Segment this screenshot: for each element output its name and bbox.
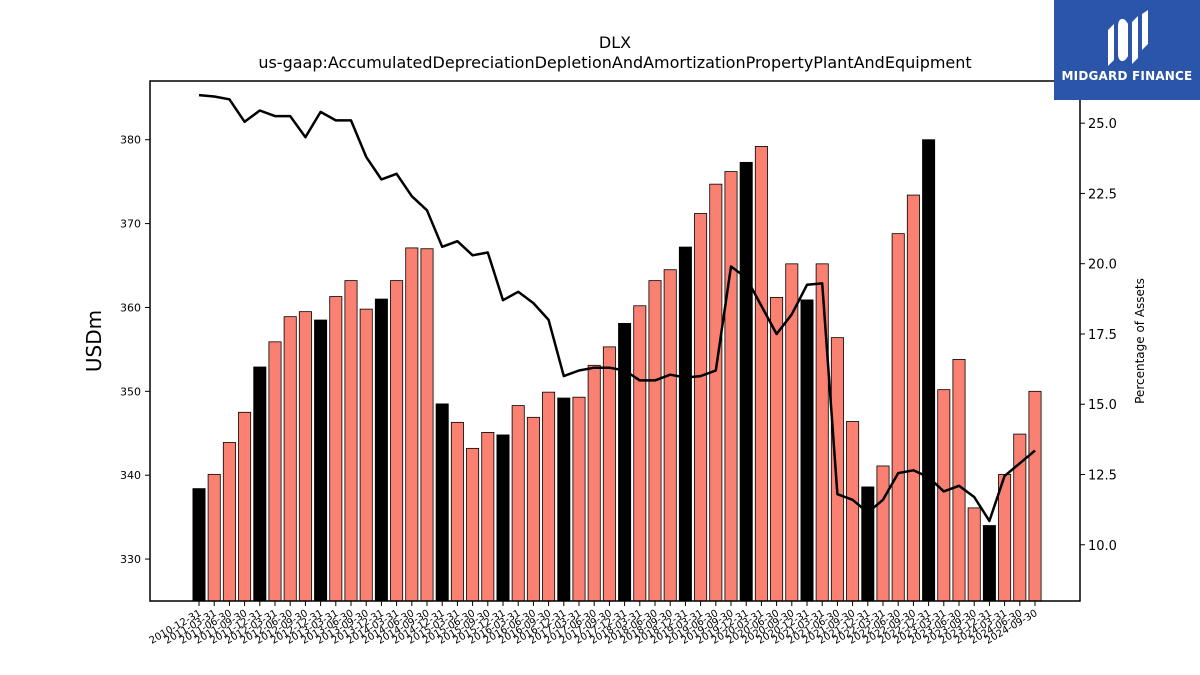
bar-quarterly — [998, 473, 1012, 602]
y-tick-label: 370 — [120, 218, 141, 231]
bar-quarterly — [648, 280, 662, 602]
bar-quarterly — [222, 442, 236, 602]
bar-quarterly — [542, 391, 556, 602]
bar-quarterly — [754, 146, 768, 602]
brand-logo: MIDGARD FINANCE — [1054, 0, 1200, 100]
y-tick-label: 360 — [120, 301, 141, 314]
bar-quarterly — [511, 405, 525, 602]
chart-title: DLX — [599, 33, 631, 52]
bar-annual — [435, 403, 449, 602]
midgard-logo-icon — [1108, 10, 1148, 66]
bar-quarterly — [268, 341, 282, 602]
bar-annual — [314, 319, 328, 602]
bar-quarterly — [815, 263, 829, 602]
y-axis-label: USDm — [82, 310, 106, 372]
bar-quarterly — [709, 183, 723, 602]
bar-annual — [800, 299, 814, 602]
bar-quarterly — [906, 194, 920, 602]
bar-quarterly — [359, 308, 373, 602]
bar-quarterly — [602, 346, 616, 602]
bar-annual — [739, 161, 753, 602]
bar-quarterly — [420, 248, 434, 602]
bar-annual — [922, 139, 936, 602]
bar-quarterly — [207, 473, 221, 602]
bar-quarterly — [466, 447, 480, 602]
chart-subtitle: us-gaap:AccumulatedDepreciationDepletion… — [258, 53, 971, 72]
bar-quarterly — [390, 280, 404, 602]
bar-quarterly — [481, 432, 495, 602]
bar-annual — [861, 486, 875, 602]
bar-quarterly — [830, 337, 844, 602]
bar-quarterly — [238, 411, 252, 602]
bar-annual — [678, 246, 692, 602]
y2-tick-label: 10.0 — [1088, 539, 1117, 554]
brand-name: MIDGARD FINANCE — [1061, 69, 1193, 83]
y-tick-label: 380 — [120, 134, 141, 147]
bar-quarterly — [846, 421, 860, 602]
bar-quarterly — [967, 507, 981, 602]
bar-annual — [374, 298, 388, 602]
bar-quarterly — [633, 305, 647, 602]
y2-axis-label: Percentage of Assets — [1133, 278, 1147, 404]
y-tick-label: 340 — [120, 469, 141, 482]
bar-annual — [557, 397, 571, 602]
bar-quarterly — [526, 416, 540, 602]
y2-tick-label: 17.5 — [1088, 328, 1117, 343]
percentage-line — [198, 93, 1036, 523]
y2-tick-label: 25.0 — [1088, 117, 1117, 132]
bar-quarterly — [663, 269, 677, 602]
bar-quarterly — [694, 213, 708, 602]
plot-frame — [149, 80, 1081, 602]
bar-annual — [982, 525, 996, 602]
y2-tick-label: 20.0 — [1088, 258, 1117, 273]
bar-annual — [618, 322, 632, 602]
bar-annual — [192, 488, 206, 602]
bar-quarterly — [405, 247, 419, 602]
bar-annual — [253, 366, 267, 602]
bar-quarterly — [724, 171, 738, 602]
y2-tick-label: 12.5 — [1088, 469, 1117, 484]
bar-quarterly — [572, 396, 586, 602]
bar-quarterly — [450, 421, 464, 602]
axes-group: 330 340 350 360 370 380 10.0 12.5 15.0 17.5 20.0 22… — [120, 117, 1117, 646]
bar-quarterly — [298, 311, 312, 602]
bar-annual — [496, 434, 510, 602]
bar-quarterly — [344, 280, 358, 602]
bar-quarterly — [1028, 390, 1042, 602]
bar-quarterly — [952, 359, 966, 602]
y-tick-label: 350 — [120, 385, 141, 398]
bar-quarterly — [329, 296, 343, 602]
line-group — [198, 93, 1036, 523]
bar-quarterly — [876, 465, 890, 602]
y2-tick-label: 15.0 — [1088, 398, 1117, 413]
bar-quarterly — [937, 389, 951, 602]
bar-quarterly — [891, 233, 905, 602]
bar-quarterly — [587, 364, 601, 602]
bar-quarterly — [283, 316, 297, 602]
y-tick-label: 330 — [120, 553, 141, 566]
y2-tick-label: 22.5 — [1088, 187, 1117, 202]
bar-quarterly — [770, 296, 784, 602]
